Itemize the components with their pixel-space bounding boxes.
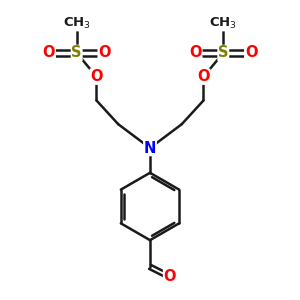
Text: N: N <box>144 140 156 155</box>
Text: O: O <box>189 45 202 60</box>
Text: S: S <box>218 45 229 60</box>
Text: S: S <box>71 45 82 60</box>
Text: O: O <box>43 45 55 60</box>
Text: O: O <box>245 45 257 60</box>
Text: O: O <box>98 45 111 60</box>
Text: O: O <box>197 69 210 84</box>
Text: O: O <box>164 269 176 284</box>
Text: O: O <box>90 69 103 84</box>
Text: CH$_3$: CH$_3$ <box>63 16 91 31</box>
Text: CH$_3$: CH$_3$ <box>209 16 237 31</box>
